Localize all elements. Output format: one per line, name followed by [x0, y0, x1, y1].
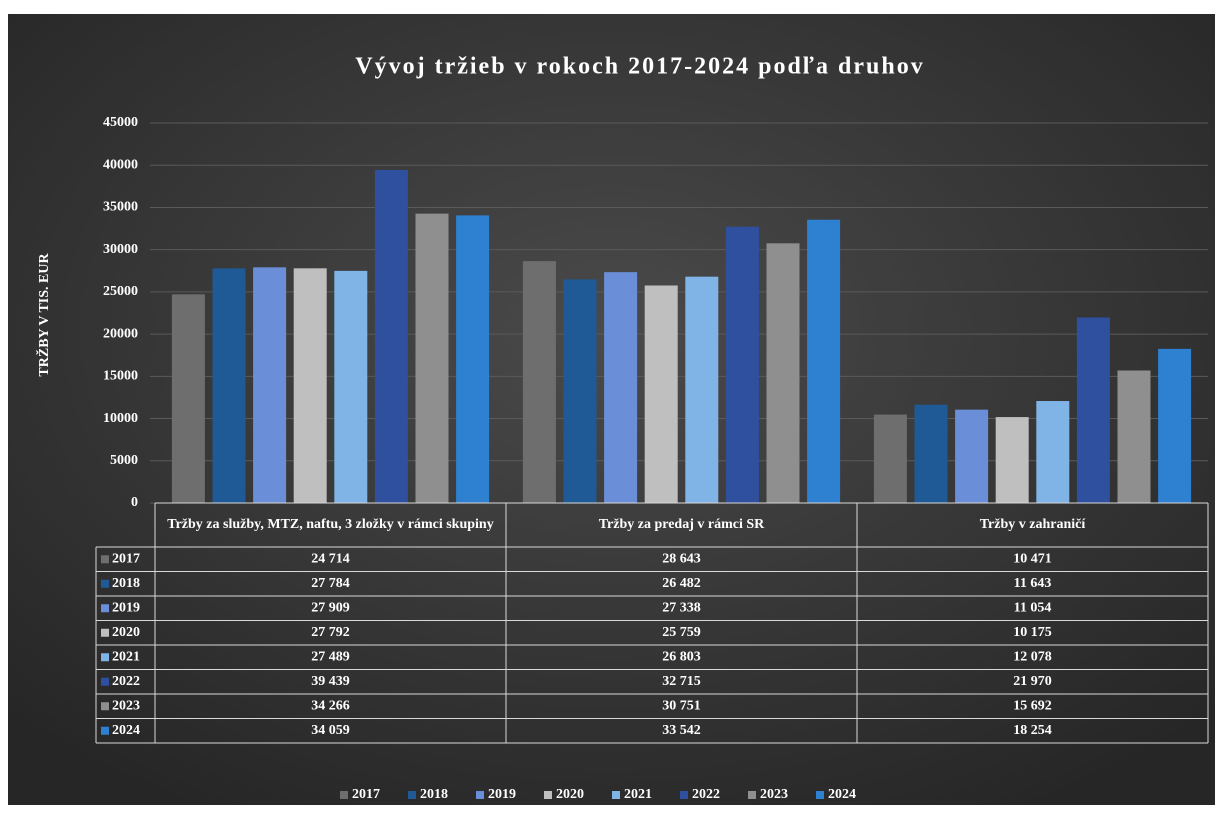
table-header: Tržby v zahraničí [980, 517, 1087, 532]
table-header: Tržby za služby, MTZ, naftu, 3 zložky v … [167, 517, 493, 532]
table-cell: 27 489 [311, 649, 350, 664]
legend-label: 2023 [760, 787, 788, 802]
table-cell: 10 175 [1013, 625, 1052, 640]
table-legend-key [101, 677, 109, 686]
legend-key [340, 791, 348, 799]
table-row-label: 2017 [112, 551, 140, 566]
bar [914, 404, 948, 503]
table-row-label: 2023 [112, 698, 140, 713]
y-tick-label: 0 [131, 495, 138, 510]
y-tick-label: 30000 [103, 242, 138, 257]
table-cell: 10 471 [1013, 551, 1052, 566]
y-tick-label: 20000 [103, 326, 138, 341]
table-cell: 34 266 [311, 698, 350, 713]
bar [725, 226, 759, 504]
table-legend-key [101, 579, 109, 588]
table-cell: 11 054 [1014, 600, 1052, 615]
table-row-label: 2019 [112, 600, 140, 615]
legend-key [748, 791, 756, 799]
bar [766, 243, 800, 503]
bar [995, 417, 1029, 503]
bar [212, 268, 246, 503]
table-header: Tržby za predaj v rámci SR [599, 517, 765, 532]
table-cell: 12 078 [1013, 649, 1052, 664]
table-cell: 39 439 [311, 674, 350, 689]
y-tick-label: 25000 [103, 284, 138, 299]
table-legend-key [101, 653, 109, 662]
table-cell: 26 803 [662, 649, 701, 664]
bar [563, 279, 597, 503]
table-legend-key [101, 555, 109, 564]
table-cell: 32 715 [662, 674, 701, 689]
bar [873, 414, 907, 503]
legend-label: 2018 [420, 787, 448, 802]
legend-key [544, 791, 552, 799]
bar [374, 169, 408, 504]
bar [807, 219, 841, 503]
legend-key [816, 791, 824, 799]
bar [522, 261, 556, 503]
table-cell: 33 542 [662, 723, 701, 738]
y-tick-label: 15000 [103, 369, 138, 384]
table-cell: 18 254 [1013, 723, 1052, 738]
table-cell: 25 759 [662, 625, 701, 640]
table-row-label: 2018 [112, 576, 140, 591]
table-row-label: 2021 [112, 649, 140, 664]
legend-key [476, 791, 484, 799]
table-cell: 26 482 [662, 576, 701, 591]
y-tick-label: 35000 [103, 200, 138, 215]
bar [415, 213, 449, 503]
legend-label: 2017 [352, 787, 380, 802]
legend-key [680, 791, 688, 799]
bar [685, 276, 719, 503]
legend-label: 2021 [624, 787, 652, 802]
table-legend-key [101, 628, 109, 637]
table-cell: 24 714 [311, 551, 350, 566]
bar [456, 215, 490, 503]
y-tick-label: 5000 [110, 453, 138, 468]
legend-label: 2022 [692, 787, 720, 802]
table-legend-key [101, 604, 109, 613]
table-cell: 28 643 [662, 551, 701, 566]
table-cell: 11 643 [1014, 576, 1052, 591]
y-tick-label: 10000 [103, 411, 138, 426]
table-legend-key [101, 726, 109, 735]
table-cell: 30 751 [662, 698, 701, 713]
bar [171, 294, 205, 503]
table-cell: 27 784 [311, 576, 350, 591]
table-legend-key [101, 702, 109, 711]
legend-label: 2019 [488, 787, 516, 802]
table-cell: 27 338 [662, 600, 701, 615]
bar [604, 272, 638, 503]
legend-label: 2024 [828, 787, 856, 802]
chart-title: Vývoj tržieb v rokoch 2017-2024 podľa dr… [355, 54, 925, 80]
bar [1076, 317, 1110, 503]
legend-key [612, 791, 620, 799]
bar [253, 267, 287, 503]
bar [1117, 370, 1151, 503]
table-cell: 27 792 [311, 625, 350, 640]
bar [1036, 401, 1070, 503]
bar [293, 268, 327, 503]
table-row-label: 2024 [112, 723, 140, 738]
table-cell: 34 059 [311, 723, 350, 738]
legend-key [408, 791, 416, 799]
bar [334, 270, 368, 503]
bar [644, 285, 678, 503]
bar [955, 409, 989, 503]
bar [1158, 348, 1192, 503]
legend-label: 2020 [556, 787, 584, 802]
y-axis-label: TRŽBY V TIS. EUR [35, 253, 52, 377]
table-row-label: 2022 [112, 674, 140, 689]
y-tick-label: 40000 [103, 157, 138, 172]
table-cell: 21 970 [1013, 674, 1052, 689]
table-row-label: 2020 [112, 625, 140, 640]
y-tick-label: 45000 [103, 115, 138, 130]
table-cell: 27 909 [311, 600, 350, 615]
table-cell: 15 692 [1013, 698, 1052, 713]
